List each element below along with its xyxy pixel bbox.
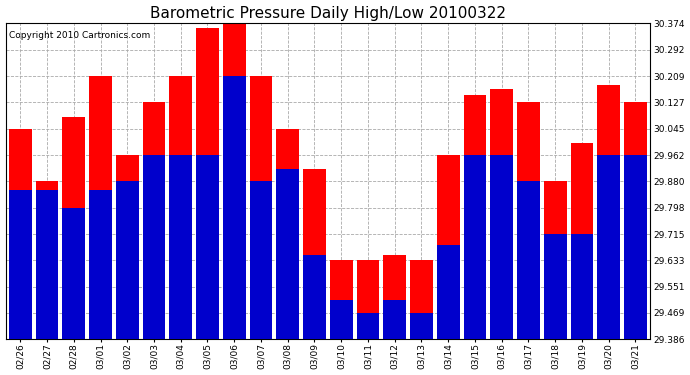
Bar xyxy=(357,313,380,339)
Bar xyxy=(9,129,32,339)
Bar xyxy=(143,102,166,339)
Text: Copyright 2010 Cartronics.com: Copyright 2010 Cartronics.com xyxy=(9,31,150,40)
Title: Barometric Pressure Daily High/Low 20100322: Barometric Pressure Daily High/Low 20100… xyxy=(150,6,506,21)
Bar xyxy=(330,260,353,339)
Bar xyxy=(196,28,219,339)
Bar xyxy=(223,76,246,339)
Bar xyxy=(303,255,326,339)
Bar xyxy=(36,182,59,339)
Bar xyxy=(62,117,85,339)
Bar xyxy=(250,76,273,339)
Bar xyxy=(624,102,647,339)
Bar xyxy=(89,190,112,339)
Bar xyxy=(357,260,380,339)
Bar xyxy=(384,255,406,339)
Bar xyxy=(62,208,85,339)
Bar xyxy=(517,182,540,339)
Bar xyxy=(491,88,513,339)
Bar xyxy=(544,234,566,339)
Bar xyxy=(437,245,460,339)
Bar xyxy=(143,155,166,339)
Bar xyxy=(277,169,299,339)
Bar xyxy=(571,234,593,339)
Bar xyxy=(491,155,513,339)
Bar xyxy=(544,182,566,339)
Bar xyxy=(330,300,353,339)
Bar xyxy=(116,182,139,339)
Bar xyxy=(250,182,273,339)
Bar xyxy=(116,155,139,339)
Bar xyxy=(196,155,219,339)
Bar xyxy=(36,190,59,339)
Bar xyxy=(598,86,620,339)
Bar xyxy=(624,155,647,339)
Bar xyxy=(571,143,593,339)
Bar xyxy=(410,313,433,339)
Bar xyxy=(9,190,32,339)
Bar xyxy=(303,169,326,339)
Bar xyxy=(169,155,192,339)
Bar xyxy=(598,155,620,339)
Bar xyxy=(464,155,486,339)
Bar xyxy=(89,76,112,339)
Bar xyxy=(384,300,406,339)
Bar xyxy=(437,155,460,339)
Bar xyxy=(517,102,540,339)
Bar xyxy=(223,23,246,339)
Bar xyxy=(464,95,486,339)
Bar xyxy=(169,76,192,339)
Bar xyxy=(277,129,299,339)
Bar xyxy=(410,260,433,339)
